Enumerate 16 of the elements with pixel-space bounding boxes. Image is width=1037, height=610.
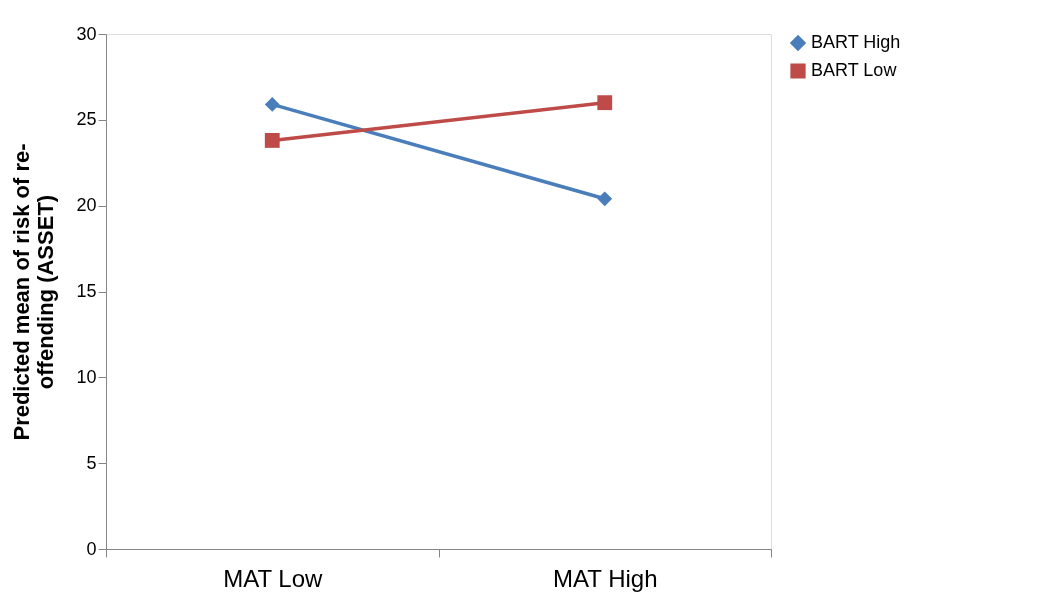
y-tick-label: 15 (76, 281, 97, 301)
y-tick-label: 10 (76, 366, 97, 387)
legend-label: BART High (811, 32, 901, 52)
x-tick-label: MAT High (553, 564, 658, 592)
point (597, 95, 613, 111)
y-axis-title: Predicted mean of risk of re-offending (ASSET) (9, 143, 59, 441)
y-tick-label: 0 (86, 538, 97, 559)
y-tick-label: 25 (76, 109, 97, 130)
legend-label: BART Low (811, 60, 898, 80)
y-tick-label: 5 (86, 452, 97, 473)
point (597, 191, 613, 207)
point (264, 133, 280, 148)
x-tick-label: MAT Low (223, 564, 323, 592)
point (264, 96, 280, 112)
y-tick-label: 30 (76, 23, 97, 44)
y-tick-label: 20 (76, 195, 97, 216)
